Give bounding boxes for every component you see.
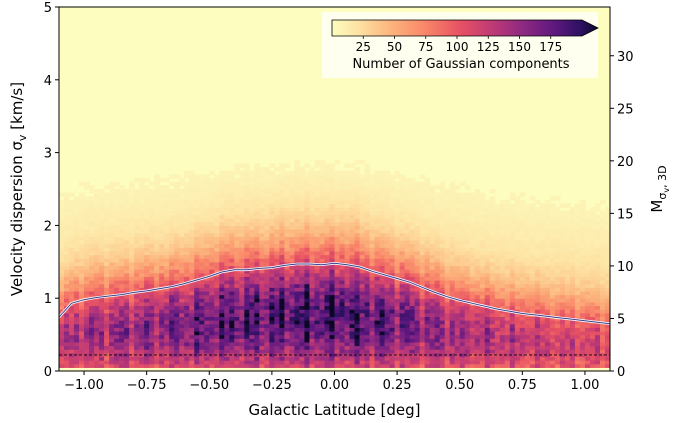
y-axis-label: Velocity dispersion σv [km/s]	[8, 82, 29, 296]
x-axis-label: Galactic Latitude [deg]	[249, 401, 421, 419]
colorbar-tick-label: 175	[539, 40, 562, 54]
x-tick-label: 1.00	[570, 378, 599, 393]
y2-tick-label: 30	[617, 50, 634, 65]
y-tick-label: 0	[44, 365, 52, 380]
x-tick-label: −1.00	[64, 378, 104, 393]
colorbar-tick-label: 50	[387, 40, 402, 54]
median-dispersion-line	[59, 262, 610, 325]
y-tick-label: 1	[44, 292, 52, 307]
x-tick-label: −0.75	[127, 378, 167, 393]
colorbar-tick-label: 150	[508, 40, 531, 54]
y2-tick-label: 10	[617, 260, 634, 275]
x-tick-label: 0.25	[383, 378, 412, 393]
y2-tick-label: 15	[617, 207, 634, 222]
y-tick-label: 2	[44, 219, 52, 234]
y2-tick-label: 20	[617, 155, 634, 170]
y-tick-label: 3	[44, 147, 52, 162]
y2-tick-label: 0	[617, 365, 625, 380]
colorbar-tick-label: 75	[418, 40, 433, 54]
x-tick-label: −0.50	[189, 378, 229, 393]
secondary-y-axis-label: Mσv, 3D	[648, 165, 671, 212]
y-tick-label: 4	[44, 74, 52, 89]
y2-tick-label: 5	[617, 312, 625, 327]
y2-tick-label: 25	[617, 102, 634, 117]
colorbar: 25 50 75 100 125 150 175 Number of Gaussian com…	[322, 12, 599, 78]
colorbar-tick-label: 125	[477, 40, 500, 54]
colorbar-label: Number of Gaussian components	[352, 57, 569, 72]
x-tick-label: 0.00	[320, 378, 349, 393]
x-tick-label: 0.50	[445, 378, 474, 393]
colorbar-gradient	[331, 19, 599, 37]
colorbar-tick-label: 100	[446, 40, 469, 54]
x-tick-label: −0.25	[252, 378, 292, 393]
y-tick-label: 5	[44, 1, 52, 16]
colorbar-tick-label: 25	[356, 40, 371, 54]
x-tick-label: 0.75	[508, 378, 537, 393]
